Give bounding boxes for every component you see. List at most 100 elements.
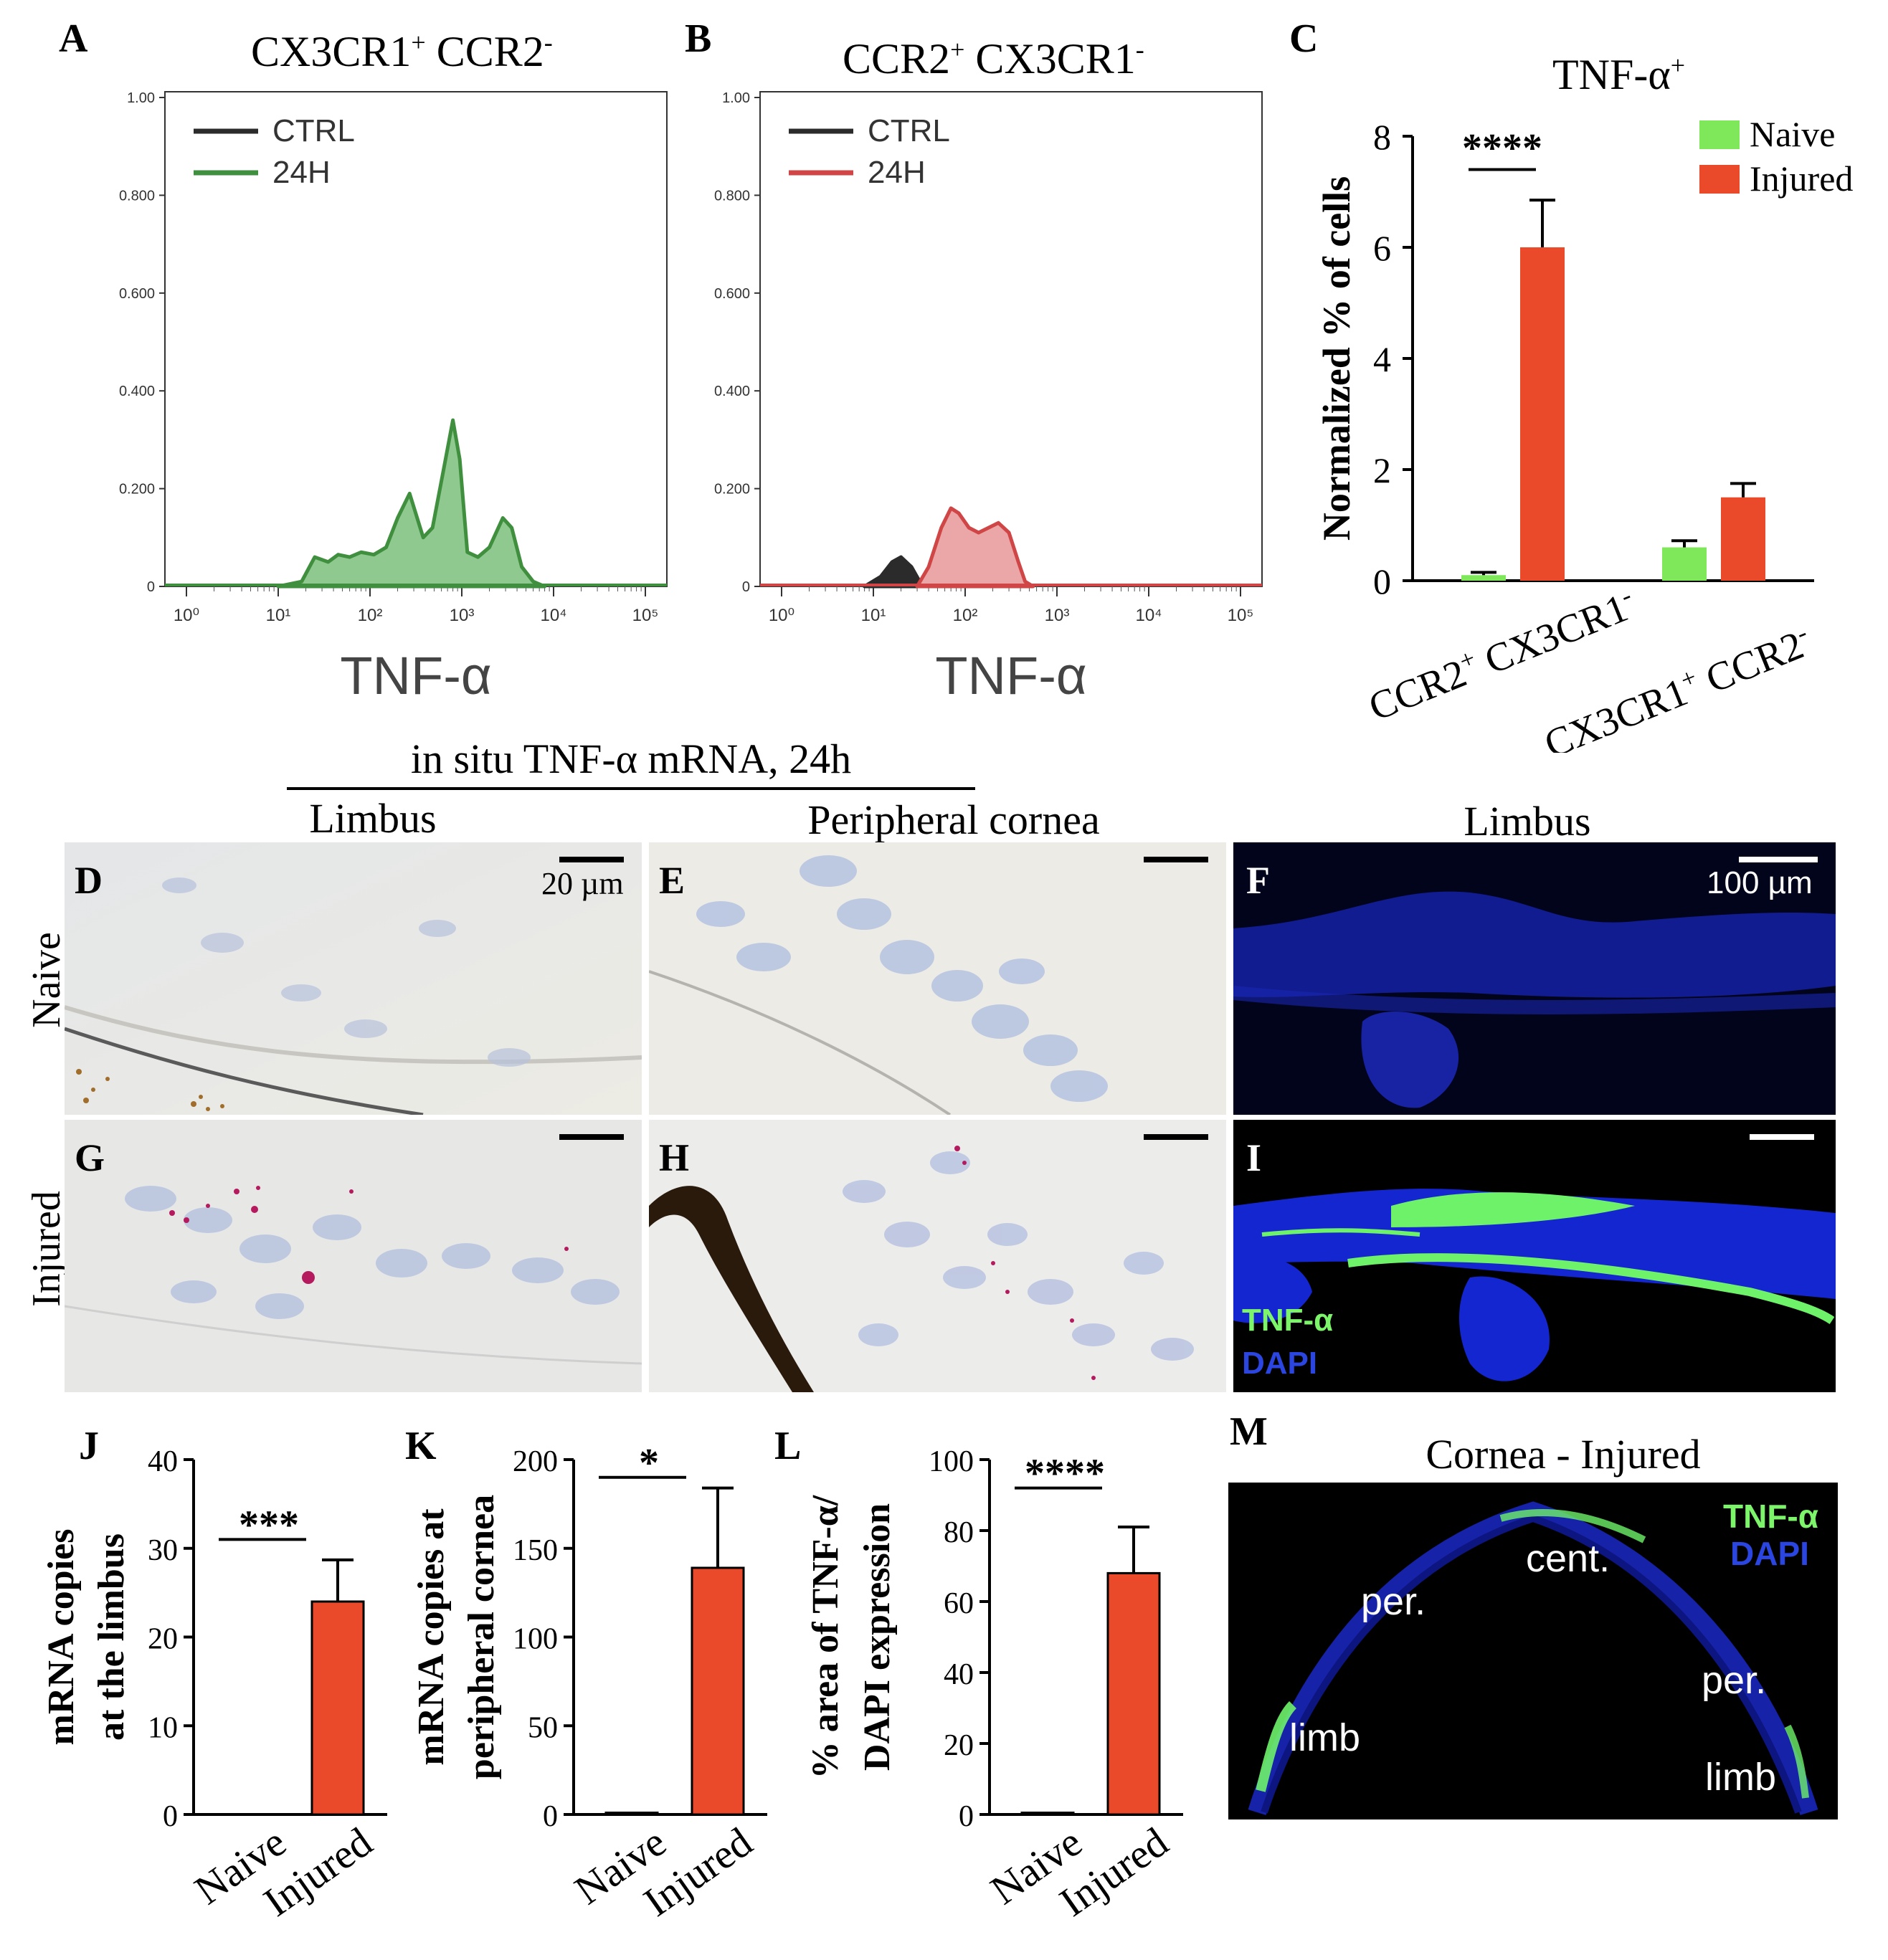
bar-injured	[691, 1566, 745, 1816]
header-underline	[287, 787, 975, 790]
y-tick-label: 0	[1373, 561, 1391, 601]
y-tick-label: 200	[513, 1445, 558, 1478]
limbus-f-header: Limbus	[1464, 798, 1591, 845]
y-tick-label: 20	[944, 1729, 974, 1762]
y-tick-label: 0	[163, 1800, 178, 1833]
x-axis-label: TNF-α	[340, 646, 491, 705]
scale-bar-e	[1144, 857, 1208, 862]
panel-a-title: CX3CR1+ CCR2-	[251, 28, 553, 75]
y-tick-label: 0.600	[119, 286, 155, 302]
x-tick-label: 10⁴	[540, 606, 566, 625]
scale-label-20um: 20 µm	[541, 866, 624, 901]
y-tick-label: 30	[148, 1534, 178, 1567]
scale-bar-i	[1750, 1134, 1814, 1140]
y-axis-label-1: mRNA copies at	[411, 1508, 452, 1766]
legend-label-ctrl: CTRL	[272, 113, 355, 148]
y-tick-label: 0.400	[119, 384, 155, 399]
label-limb-left: limb	[1289, 1716, 1361, 1759]
y-tick-label: 10	[148, 1711, 178, 1744]
scale-bar-f	[1739, 857, 1818, 862]
legend-label-injured: Injured	[1750, 158, 1853, 199]
label-limb-right: limb	[1705, 1756, 1777, 1799]
bar-injured	[1106, 1571, 1161, 1816]
y-tick-label: 100	[513, 1623, 558, 1656]
y-tick-label: 20	[148, 1623, 178, 1656]
x-tick-label: 10³	[1045, 606, 1070, 625]
x-tick-label: 10²	[953, 606, 978, 625]
y-axis-label: Normalized % of cells	[1319, 176, 1358, 541]
legend-tnf-i: TNF-α	[1242, 1303, 1334, 1338]
x-axis-label: TNF-α	[935, 646, 1086, 705]
y-tick-label: 0	[543, 1800, 558, 1833]
panel-letter-e: E	[659, 859, 686, 902]
micrograph-g: G	[65, 1120, 642, 1392]
panel-l-bar-chart: 0 20 40 60 80 100 % area of TNF-α/DAPI express…	[805, 1445, 1183, 1926]
panel-letter-k: K	[405, 1424, 437, 1468]
bar-naive	[604, 1812, 659, 1816]
legend-label-24h: 24H	[868, 155, 926, 190]
legend-label-naive: Naive	[1750, 114, 1835, 154]
micrograph-i: I TNF-α DAPI	[1233, 1120, 1836, 1392]
y-tick-label: 4	[1373, 339, 1391, 379]
y-tick-label: 0.200	[119, 482, 155, 498]
row-label-naive: Naive	[24, 932, 69, 1028]
panel-letter-f: F	[1246, 859, 1270, 902]
micrograph-d-image	[65, 842, 642, 1115]
panel-m-title: Cornea - Injured	[1426, 1431, 1701, 1478]
scale-label-100um: 100 µm	[1707, 865, 1813, 900]
panel-a-histogram: 1.00 0.800 0.600 0.400 0.200 0 10⁰ 10¹ 10² 10³ 10⁴…	[119, 90, 668, 705]
y-tick-label: 40	[148, 1445, 178, 1478]
y-tick-label: 1.00	[127, 90, 155, 106]
panel-letter-l: L	[774, 1424, 802, 1468]
x-tick-label: 10⁰	[174, 606, 199, 625]
y-tick-label: 50	[528, 1711, 558, 1744]
significance-label: ***	[239, 1503, 299, 1547]
panel-b-title: CCR2+ CX3CR1-	[843, 35, 1144, 82]
micrograph-f: 100 µm F	[1233, 842, 1836, 1115]
panel-k-bar-chart: 0 50 100 150 200 mRNA copies at peripheral cor…	[411, 1441, 767, 1926]
label-per-right: per.	[1702, 1659, 1767, 1702]
y-tick-label: 0.800	[119, 188, 155, 204]
histogram-24h	[276, 418, 547, 589]
bar-injured	[310, 1600, 365, 1816]
y-axis-label-1: % area of TNF-α/	[805, 1495, 846, 1779]
micrograph-m: TNF-α DAPI cent. per. per. limb limb	[1228, 1483, 1838, 1819]
y-tick-label: 0.400	[714, 384, 750, 399]
legend-tnf-m: TNF-α	[1723, 1498, 1819, 1535]
panel-letter-g: G	[75, 1136, 105, 1179]
y-axis-label-2: at the limbus	[91, 1533, 132, 1741]
panel-letter-j: J	[79, 1424, 99, 1468]
x-tick-label: 10³	[450, 606, 475, 625]
panel-letter-m: M	[1230, 1409, 1268, 1454]
micrograph-d: 20 µm D	[65, 842, 642, 1115]
micrograph-g-image	[65, 1120, 642, 1392]
legend-dapi-i: DAPI	[1242, 1346, 1318, 1381]
y-tick-label: 40	[944, 1658, 974, 1691]
panel-c-bar-chart: 0 2 4 6 8 Normalized % of cells **** NaiveInjur…	[1319, 114, 1853, 753]
panel-letter-b: B	[685, 16, 712, 61]
y-tick-label: 0.200	[714, 482, 750, 498]
micrograph-h: H	[649, 1120, 1226, 1392]
micrograph-f-image	[1233, 842, 1836, 1115]
x-tick-label: 10²	[358, 606, 383, 625]
in-situ-header: in situ TNF-α mRNA, 24h	[410, 736, 852, 782]
legend-dapi-m: DAPI	[1730, 1535, 1809, 1572]
y-tick-label: 0	[959, 1800, 974, 1833]
x-tick-label: 10¹	[861, 606, 886, 625]
panel-letter-a: A	[59, 16, 88, 61]
bar-naive	[1020, 1812, 1075, 1816]
bar-injured	[1721, 497, 1765, 581]
y-tick-label: 60	[944, 1587, 974, 1620]
y-tick-label: 150	[513, 1534, 558, 1567]
y-tick-label: 6	[1373, 228, 1391, 268]
y-tick-label: 0	[742, 579, 750, 595]
scale-bar-h	[1144, 1134, 1208, 1140]
row-label-injured: Injured	[24, 1191, 69, 1307]
y-tick-label: 0.600	[714, 286, 750, 302]
y-tick-label: 2	[1373, 450, 1391, 490]
bar-naive	[1461, 575, 1506, 581]
x-tick-label: 10⁵	[1228, 606, 1254, 625]
x-tick-label: 10⁵	[632, 606, 659, 625]
